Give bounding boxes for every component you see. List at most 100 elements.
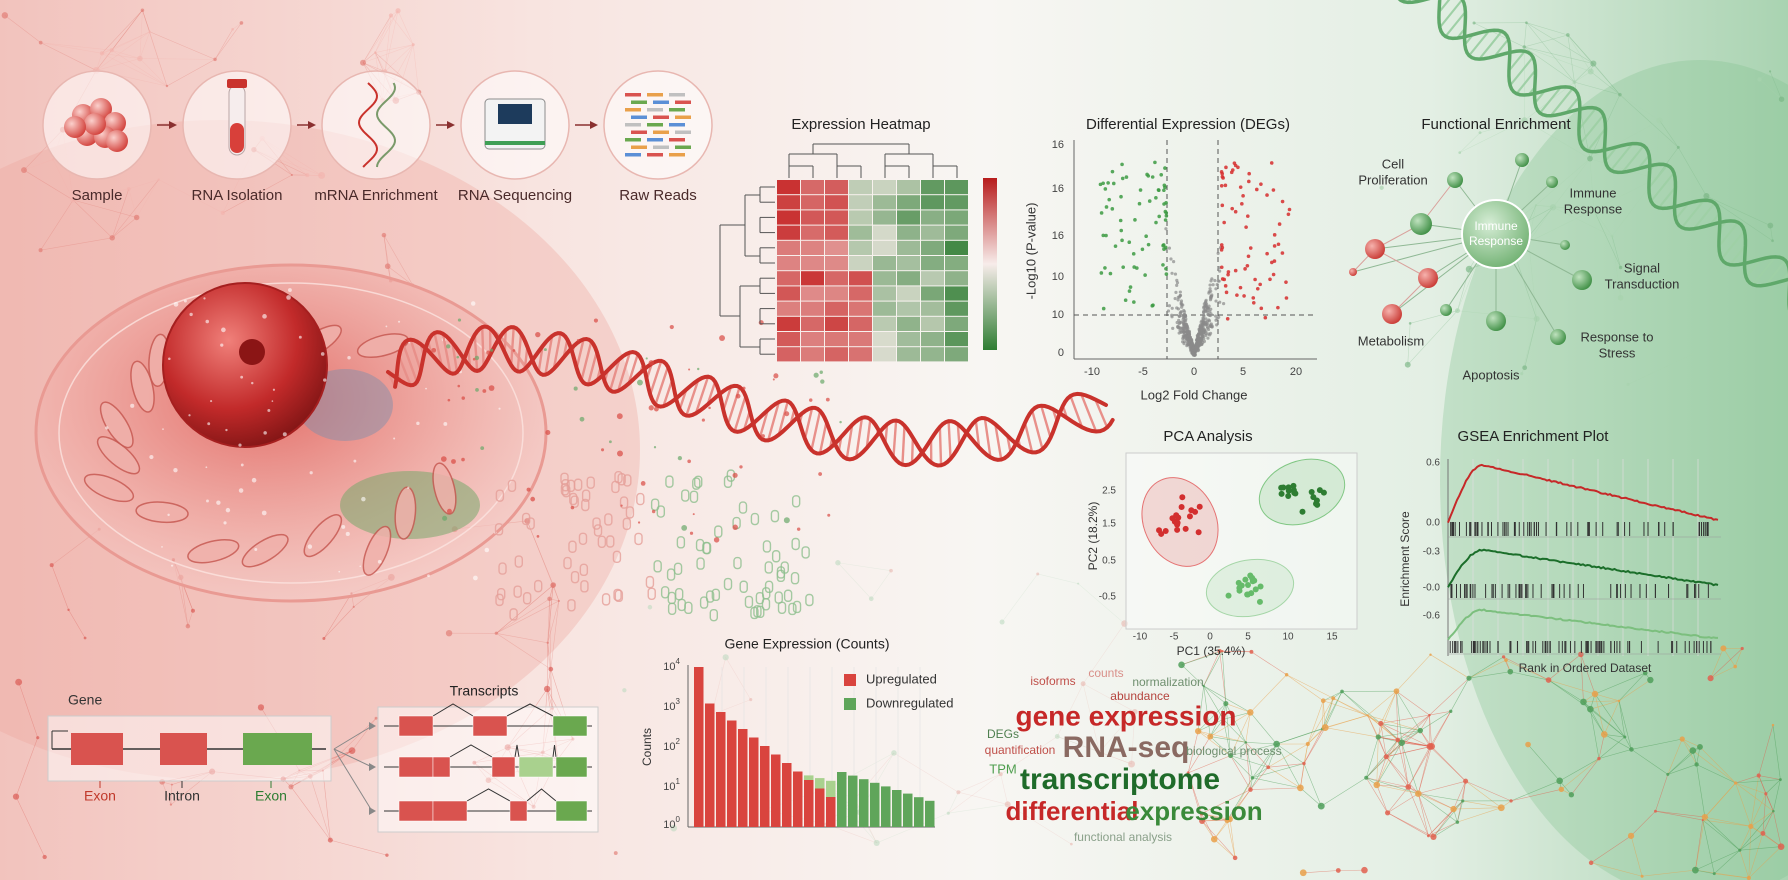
network-node (1748, 823, 1754, 829)
base-glyph (711, 588, 721, 602)
base-glyph (744, 595, 754, 609)
exon (160, 733, 207, 765)
particle (739, 465, 743, 469)
network-link (1197, 730, 1231, 756)
network-node (1597, 756, 1601, 761)
network-link (725, 657, 751, 700)
network-link (1524, 46, 1594, 64)
dna-strand (1397, 0, 1788, 288)
point (1172, 260, 1176, 264)
network-link (1077, 583, 1125, 624)
sparkle (205, 319, 210, 324)
particle (536, 535, 540, 538)
point (1223, 284, 1228, 288)
network-link (1250, 674, 1287, 713)
network-link (1590, 700, 1620, 710)
point (1208, 283, 1212, 287)
base-glyph (623, 474, 632, 487)
sequence-glyphs (494, 469, 814, 622)
network-link (1769, 71, 1782, 100)
point (1272, 233, 1277, 237)
network-link (837, 562, 892, 571)
heatmap-cell (849, 347, 872, 362)
sparkle (416, 421, 420, 426)
exon (398, 800, 434, 822)
network-link (1007, 804, 1072, 845)
network-link (1583, 700, 1620, 703)
heatmap-cell (921, 256, 944, 271)
base-pair (1508, 50, 1526, 72)
particle (719, 335, 726, 342)
base-glyph (723, 577, 733, 591)
base-glyph (805, 593, 814, 607)
base-glyph (586, 476, 595, 489)
base-glyph (771, 550, 781, 563)
network-link (1739, 846, 1782, 851)
word: normalization (1132, 675, 1203, 689)
particle (669, 324, 674, 330)
network-link (1527, 744, 1560, 782)
sparkle (263, 431, 267, 435)
base-glyph (526, 517, 535, 530)
sparkle (105, 426, 109, 430)
network-link (1245, 742, 1277, 745)
base-pair (1438, 0, 1451, 13)
particle (620, 504, 623, 507)
y-tick-label: 2.5 (1102, 486, 1116, 497)
network-link (1203, 685, 1211, 737)
network-node (1626, 382, 1630, 386)
exon (509, 800, 528, 822)
sample-point (1257, 583, 1264, 590)
network-node (1395, 737, 1401, 743)
network-link (1624, 736, 1632, 750)
cell-inner (58, 282, 524, 584)
heatmap-cell (897, 240, 920, 255)
gene-label: Gene (68, 692, 102, 708)
point (1131, 252, 1136, 256)
point (1190, 338, 1194, 342)
network-link (322, 770, 331, 841)
network-link (1762, 833, 1782, 847)
heatmap-cell (921, 271, 944, 286)
point (1157, 188, 1161, 193)
network-node (1449, 709, 1453, 713)
heatmap-cell (849, 271, 872, 286)
heatmap-cell (921, 240, 944, 255)
base-pair (1720, 230, 1746, 260)
mitochondrion (362, 525, 392, 576)
tick-exponent: 3 (676, 697, 681, 706)
fork (333, 748, 373, 768)
point (1178, 293, 1183, 298)
base-glyph (667, 602, 677, 616)
network (622, 560, 1138, 846)
network-link (547, 642, 553, 708)
network-node (1384, 810, 1391, 816)
base-glyph (612, 550, 622, 564)
network-link (1571, 758, 1600, 795)
read (647, 123, 663, 127)
particle (735, 393, 741, 399)
network-link (1376, 739, 1399, 785)
mitochondrion (99, 401, 134, 449)
network-link (1535, 158, 1591, 206)
base-glyph (699, 596, 709, 609)
network-node (1199, 817, 1206, 824)
network-node (546, 641, 549, 645)
y-tick-label: 102 (663, 737, 680, 753)
network-link (139, 58, 216, 60)
base-glyph (755, 591, 765, 605)
network-link (1453, 781, 1466, 810)
base-pair (616, 352, 631, 392)
network-link (40, 199, 74, 251)
y-tick-label: 0.6 (1426, 458, 1440, 469)
network-link (158, 179, 223, 214)
network-link (1099, 711, 1136, 753)
point (1208, 298, 1213, 302)
network-link (1748, 833, 1764, 879)
point (1214, 314, 1218, 318)
bar-down (837, 772, 847, 827)
point (1167, 246, 1172, 250)
network-node (873, 839, 880, 846)
network-link (1201, 820, 1215, 840)
structure-label: Intron (164, 788, 200, 804)
